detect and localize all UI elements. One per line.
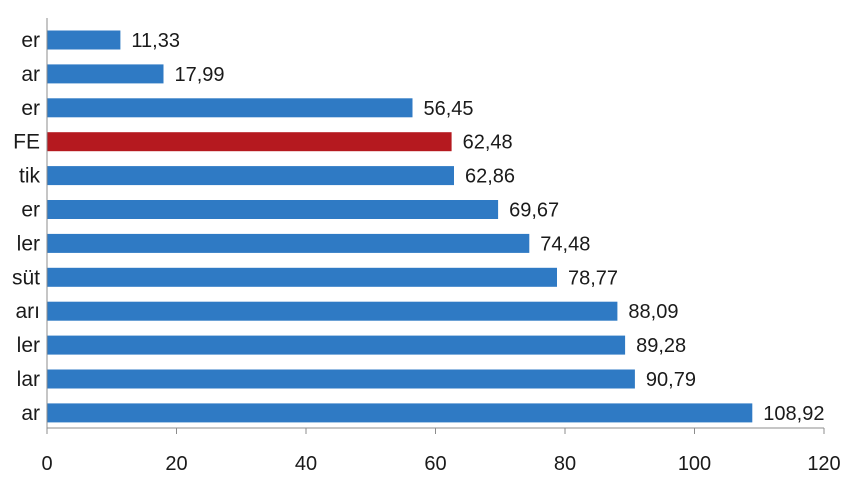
category-label-5: tik bbox=[19, 165, 41, 188]
category-labels: er ar er FE tik er ler süt arı ler lar ar bbox=[12, 29, 41, 425]
value-label-10: 89,28 bbox=[636, 335, 686, 357]
bar-10 bbox=[47, 335, 626, 355]
value-label-9: 88,09 bbox=[628, 301, 678, 323]
bar-7 bbox=[47, 233, 530, 253]
value-label-7: 74,48 bbox=[540, 233, 590, 255]
bars-group bbox=[47, 30, 753, 423]
bar-5 bbox=[47, 166, 454, 186]
x-tick-label-0: 0 bbox=[41, 453, 52, 475]
bar-6 bbox=[47, 200, 499, 219]
value-label-5: 62,86 bbox=[465, 166, 515, 188]
value-label-12: 108,92 bbox=[763, 403, 824, 425]
bar-1 bbox=[47, 30, 121, 50]
x-tick-label-120: 120 bbox=[807, 453, 840, 475]
category-label-12: ar bbox=[21, 402, 40, 425]
bar-2 bbox=[47, 64, 164, 84]
bar-8 bbox=[47, 267, 557, 287]
category-label-8: süt bbox=[12, 266, 40, 289]
category-label-1: er bbox=[21, 29, 40, 52]
category-label-11: lar bbox=[17, 368, 40, 391]
value-label-11: 90,79 bbox=[646, 369, 696, 391]
x-axis: 0 20 40 60 80 100 120 bbox=[41, 18, 841, 475]
x-tick-label-60: 60 bbox=[424, 453, 446, 475]
category-label-3: er bbox=[21, 97, 40, 120]
category-label-2: ar bbox=[21, 63, 40, 86]
category-label-7: ler bbox=[17, 232, 40, 255]
value-label-4: 62,48 bbox=[463, 132, 513, 154]
bar-9 bbox=[47, 301, 618, 321]
value-labels: 11,33 17,99 56,45 62,48 62,86 69,67 74,48 78,77… bbox=[131, 30, 824, 425]
x-tick-label-100: 100 bbox=[678, 453, 711, 475]
value-label-8: 78,77 bbox=[568, 267, 618, 289]
bar-11 bbox=[47, 369, 635, 389]
value-label-1: 11,33 bbox=[131, 30, 180, 52]
value-label-3: 56,45 bbox=[424, 98, 474, 120]
bar-12 bbox=[47, 403, 753, 423]
value-label-2: 17,99 bbox=[175, 64, 225, 86]
category-label-4: FE bbox=[13, 131, 40, 154]
bar-4 bbox=[47, 132, 452, 152]
category-label-10: ler bbox=[17, 334, 40, 357]
bar-3 bbox=[47, 98, 413, 118]
x-tick-label-20: 20 bbox=[165, 453, 187, 475]
category-label-9: arı bbox=[15, 300, 40, 323]
x-tick-label-40: 40 bbox=[295, 453, 317, 475]
x-tick-label-80: 80 bbox=[554, 453, 576, 475]
category-label-6: er bbox=[21, 199, 40, 222]
value-label-6: 69,67 bbox=[509, 200, 559, 222]
